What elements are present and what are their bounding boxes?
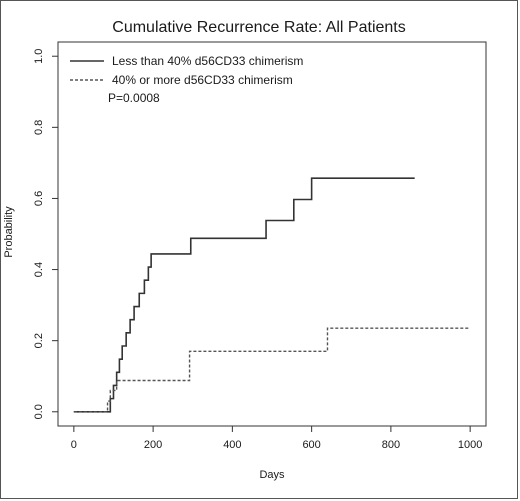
legend: Less than 40% d56CD33 chimerism 40% or m… (70, 54, 303, 105)
series-line-1 (73, 177, 415, 413)
y-tick-label: 0.4 (33, 262, 45, 277)
y-tick-label: 1.0 (33, 49, 45, 64)
x-tick-label: 600 (302, 439, 320, 451)
x-tick-label: 0 (71, 439, 77, 451)
x-axis: 0 200 400 600 800 1000 (71, 426, 482, 451)
series-line-2 (73, 327, 471, 413)
x-tick-label: 400 (223, 439, 241, 451)
plot-area-border (57, 41, 487, 427)
series-layer (73, 177, 471, 413)
legend-label-2: 40% or more d56CD33 chimerism (112, 73, 293, 87)
y-axis: 0.0 0.2 0.4 0.6 0.8 1.0 (33, 49, 58, 419)
y-tick-label: 0.8 (33, 120, 45, 135)
x-tick-label: 1000 (458, 439, 482, 451)
x-tick-label: 800 (382, 439, 400, 451)
p-value-annotation: P=0.0008 (108, 91, 160, 105)
x-axis-label: Days (259, 469, 285, 481)
y-tick-label: 0.0 (33, 404, 45, 419)
x-tick-label: 200 (144, 439, 162, 451)
legend-label-1: Less than 40% d56CD33 chimerism (112, 54, 303, 68)
y-tick-label: 0.2 (33, 333, 45, 348)
y-tick-label: 0.6 (33, 191, 45, 206)
y-axis-label: Probability (3, 206, 15, 258)
chart-title: Cumulative Recurrence Rate: All Patients (112, 19, 405, 36)
